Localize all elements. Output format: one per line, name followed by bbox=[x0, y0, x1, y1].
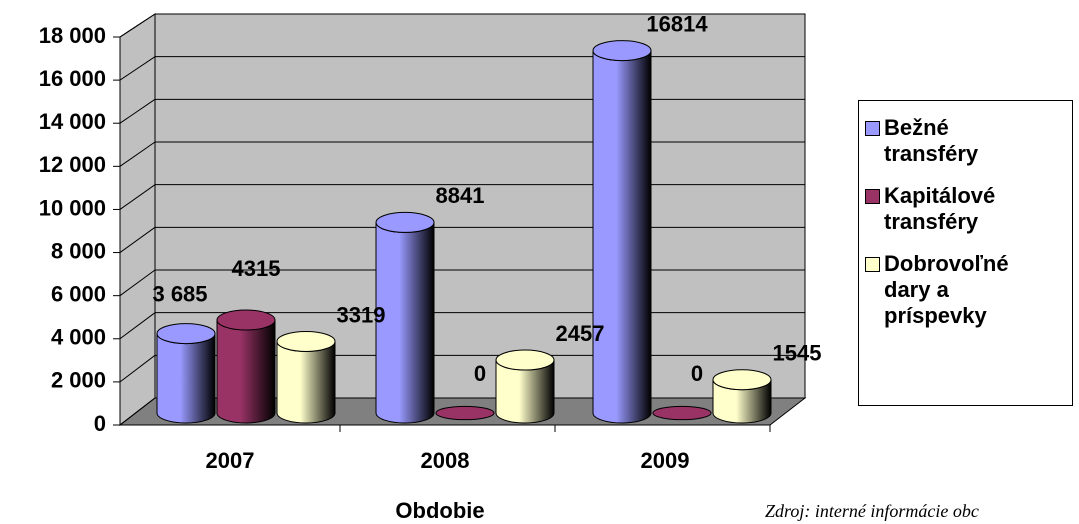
bar-top bbox=[712, 369, 772, 391]
bar-top bbox=[156, 323, 216, 345]
grid-line bbox=[119, 354, 156, 383]
data-label: 1545 bbox=[773, 341, 822, 366]
y-tick-label: 18 000 bbox=[39, 23, 106, 48]
data-label: 0 bbox=[474, 361, 486, 386]
y-tick-label: 16 000 bbox=[39, 66, 106, 91]
y-tick-label: 0 bbox=[94, 411, 106, 436]
data-label: 4315 bbox=[232, 256, 281, 281]
grid-line bbox=[119, 56, 156, 81]
bar bbox=[216, 319, 276, 424]
legend-swatch bbox=[865, 121, 880, 136]
bar-top bbox=[375, 211, 435, 233]
grid-line bbox=[119, 312, 156, 340]
legend-label: Kapitálové transféry bbox=[884, 183, 996, 234]
grid-line bbox=[119, 13, 156, 38]
bar bbox=[276, 341, 336, 424]
source-note: Zdroj: interné informácie obc bbox=[765, 501, 979, 521]
legend-entry: Kapitálové transféry bbox=[865, 183, 1066, 235]
x-tick-label: 2008 bbox=[421, 448, 470, 473]
y-tick-label: 8 000 bbox=[51, 238, 106, 263]
bar-top bbox=[216, 309, 276, 331]
grid-line bbox=[119, 184, 156, 210]
data-label: 16814 bbox=[646, 11, 708, 36]
y-tick-label: 10 000 bbox=[39, 195, 106, 220]
legend-entry: Dobrovoľné dary a príspevky bbox=[865, 251, 1066, 329]
y-tick-label: 14 000 bbox=[39, 109, 106, 134]
grid-line bbox=[119, 397, 156, 426]
legend: Bežné transféry Kapitálové transféry Dobro… bbox=[858, 100, 1073, 406]
legend-label: Dobrovoľné dary a príspevky bbox=[884, 251, 1009, 328]
x-axis-title: Obdobie bbox=[395, 498, 484, 523]
grid-line bbox=[119, 226, 156, 253]
data-label: 0 bbox=[691, 361, 703, 386]
bar bbox=[592, 50, 652, 424]
legend-swatch bbox=[865, 257, 880, 272]
y-tick-label: 4 000 bbox=[51, 325, 106, 350]
data-label: 8841 bbox=[436, 183, 485, 208]
legend-label: Bežné transféry bbox=[884, 115, 979, 166]
bar bbox=[156, 333, 216, 424]
side-wall bbox=[119, 13, 156, 427]
data-label: 3319 bbox=[337, 302, 386, 327]
grid-line bbox=[119, 269, 156, 297]
y-tick-label: 6 000 bbox=[51, 281, 106, 306]
bar bbox=[652, 405, 712, 421]
bar bbox=[435, 405, 495, 421]
bar-top bbox=[276, 330, 336, 352]
bar-top bbox=[495, 349, 555, 371]
bar-top bbox=[592, 40, 652, 62]
data-label: 3 685 bbox=[152, 281, 207, 306]
data-label: 2457 bbox=[556, 321, 605, 346]
grid-line bbox=[119, 98, 156, 124]
x-tick-label: 2009 bbox=[641, 448, 690, 473]
y-tick-label: 12 000 bbox=[39, 152, 106, 177]
grid-line bbox=[119, 141, 156, 167]
legend-entry: Bežné transféry bbox=[865, 115, 1066, 167]
y-tick-label: 2 000 bbox=[51, 368, 106, 393]
legend-swatch bbox=[865, 189, 880, 204]
x-tick-label: 2007 bbox=[206, 448, 255, 473]
